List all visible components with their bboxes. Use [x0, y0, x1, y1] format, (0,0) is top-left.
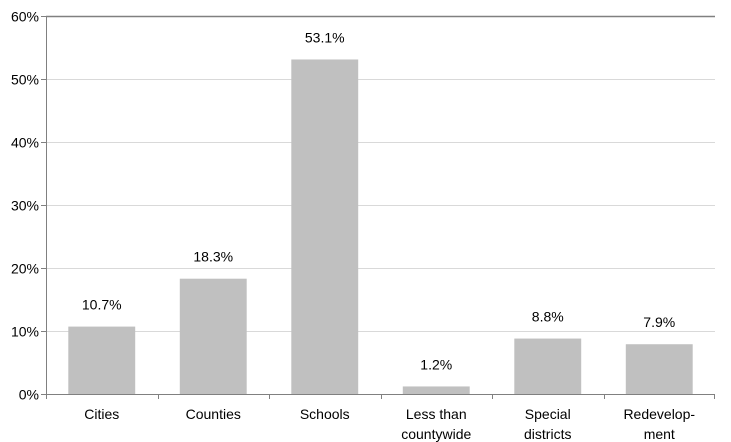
- y-tick-label: 50%: [11, 72, 39, 88]
- data-label: 18.3%: [193, 249, 233, 265]
- bar: [514, 338, 582, 394]
- bar: [68, 326, 136, 394]
- y-tick-label: 20%: [11, 261, 39, 277]
- y-tick-label: 60%: [11, 9, 39, 25]
- x-tick-label: countywide: [401, 426, 471, 442]
- x-tick-label: Special: [525, 406, 571, 422]
- labels: 0% 10% 20% 30% 40% 50% 60% 10.7% Cities 18.3% Coun…: [11, 9, 695, 442]
- y-tick-label: 30%: [11, 198, 39, 214]
- data-label: 10.7%: [82, 297, 122, 313]
- x-tick-label: Schools: [300, 406, 350, 422]
- x-tick-label: ment: [644, 426, 675, 442]
- bar: [402, 386, 470, 394]
- data-label: 7.9%: [643, 314, 675, 330]
- x-tick-label: Redevelop-: [623, 406, 695, 422]
- data-label: 1.2%: [420, 356, 452, 372]
- bar: [291, 59, 359, 394]
- x-tick-label: Counties: [186, 406, 241, 422]
- bars: [68, 59, 693, 394]
- data-label: 53.1%: [305, 29, 345, 45]
- gridlines: [46, 16, 715, 332]
- y-tick-label: 40%: [11, 135, 39, 151]
- axes: [41, 15, 715, 399]
- y-tick-label: 10%: [11, 324, 39, 340]
- y-tick-label: 0%: [19, 387, 39, 403]
- bar: [625, 344, 693, 394]
- data-label: 8.8%: [532, 309, 564, 325]
- x-tick-label: Less than: [406, 406, 467, 422]
- x-tick-label: Cities: [84, 406, 119, 422]
- x-tick-label: districts: [524, 426, 571, 442]
- bar: [179, 278, 247, 394]
